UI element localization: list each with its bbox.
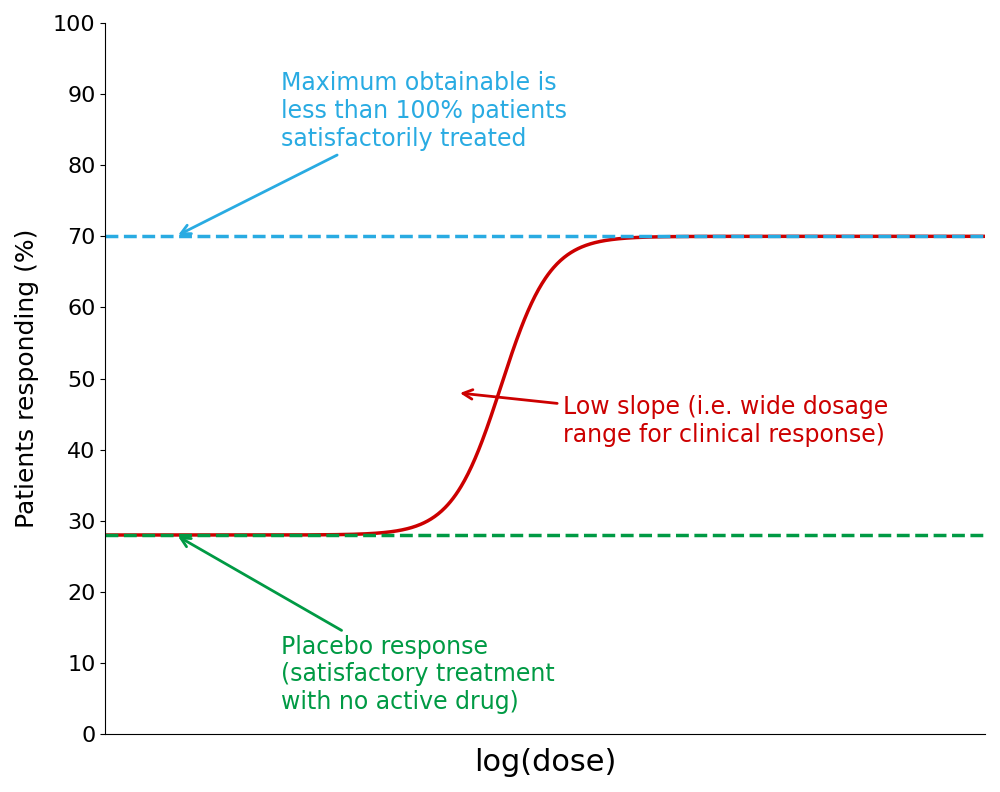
Text: Placebo response
(satisfactory treatment
with no active drug): Placebo response (satisfactory treatment… bbox=[181, 538, 555, 714]
Y-axis label: Patients responding (%): Patients responding (%) bbox=[15, 229, 39, 528]
Text: Maximum obtainable is
less than 100% patients
satisfactorily treated: Maximum obtainable is less than 100% pat… bbox=[181, 71, 567, 234]
X-axis label: log(dose): log(dose) bbox=[474, 748, 616, 777]
Text: Low slope (i.e. wide dosage
range for clinical response): Low slope (i.e. wide dosage range for cl… bbox=[463, 390, 888, 447]
